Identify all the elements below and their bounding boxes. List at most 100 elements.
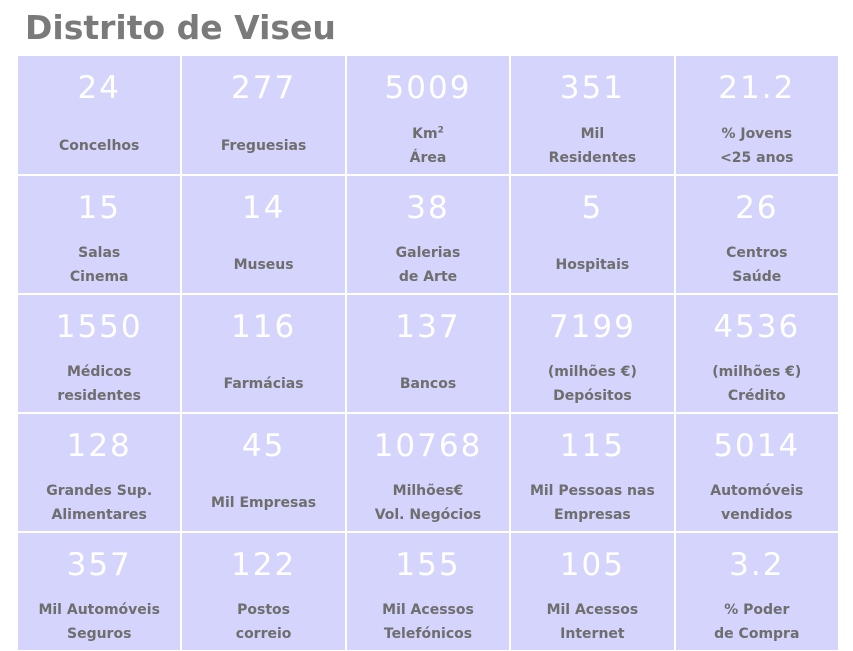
stat-cell: 15 Salas Cinema: [18, 176, 181, 293]
stat-label-line1: Grandes Sup.: [46, 483, 153, 499]
stat-value: 116: [231, 309, 297, 345]
stat-label: Hospitais: [513, 237, 671, 293]
stat-value: 38: [406, 190, 450, 226]
stats-grid: 24 Concelhos 277 Freguesias 5009 Km2 Área 351 Mi…: [18, 56, 838, 650]
stat-cell: 155 Mil Acessos Telefónicos: [346, 533, 510, 650]
stat-cell: 351 Mil Residentes: [511, 56, 674, 174]
stat-value: 26: [735, 190, 779, 226]
stat-value: 5009: [384, 70, 472, 106]
stat-label: Farmácias: [184, 356, 342, 412]
stat-label: Milhões€ Vol. Negócios: [349, 475, 507, 531]
stat-label: Automóveis vendidos: [678, 475, 836, 531]
stat-label-line2: de Compra: [714, 626, 800, 642]
stat-value: 24: [77, 70, 121, 106]
stat-label: Centros Saúde: [678, 237, 836, 293]
stat-cell: 5 Hospitais: [511, 176, 674, 293]
stat-cell: 10768 Milhões€ Vol. Negócios: [346, 414, 510, 531]
stat-label-line2: vendidos: [721, 507, 793, 523]
stat-cell: 45 Mil Empresas: [182, 414, 345, 531]
stat-label: Galerias de Arte: [349, 237, 507, 293]
stat-label-line2: Internet: [560, 626, 625, 642]
stat-label-line1: Médicos: [66, 364, 132, 380]
stat-label-line1: Hospitais: [555, 257, 630, 273]
stat-value: 357: [66, 547, 132, 583]
stat-label-line1: Milhões€: [392, 483, 464, 499]
stat-label-line1: Galerias: [395, 245, 461, 261]
stat-label-line2: Vol. Negócios: [374, 507, 482, 523]
stat-label-line1: Concelhos: [59, 138, 140, 154]
stat-label: Mil Empresas: [184, 475, 342, 531]
stat-label-line2: Depósitos: [553, 388, 632, 404]
stat-label-line2: Empresas: [554, 507, 631, 523]
page-title: Distrito de Viseu: [25, 8, 336, 47]
stat-cell: 5014 Automóveis vendidos: [675, 414, 838, 531]
stat-value: 351: [559, 70, 625, 106]
stat-cell: 105 Mil Acessos Internet: [511, 533, 674, 650]
stat-cell: 38 Galerias de Arte: [346, 176, 510, 293]
stat-value: 1550: [55, 309, 143, 345]
stat-cell: 3.2 % Poder de Compra: [675, 533, 838, 650]
stat-label-line2: de Arte: [398, 269, 458, 285]
stat-label: Km2 Área: [349, 118, 507, 174]
stat-label: Mil Acessos Internet: [513, 594, 671, 650]
stat-label-line2: Telefónicos: [383, 626, 473, 642]
stat-cell: 115 Mil Pessoas nas Empresas: [511, 414, 674, 531]
stat-label-line1: Postos: [237, 602, 291, 618]
stat-cell: 116 Farmácias: [182, 295, 345, 412]
stat-label: Museus: [184, 237, 342, 293]
stat-value: 21.2: [718, 70, 796, 106]
stat-label: Bancos: [349, 356, 507, 412]
stat-label: % Jovens <25 anos: [678, 118, 836, 174]
stat-label-line2: Alimentares: [51, 507, 147, 523]
stat-value: 122: [231, 547, 297, 583]
stat-label-line1: Mil Pessoas nas: [529, 483, 655, 499]
stat-cell: 24 Concelhos: [18, 56, 181, 174]
stat-label-line2: Saúde: [732, 269, 782, 285]
stat-value: 5014: [713, 428, 801, 464]
stat-label: Concelhos: [20, 118, 178, 174]
stat-cell: 137 Bancos: [346, 295, 510, 412]
stat-label-line1: (milhões €): [712, 364, 802, 380]
stat-value: 7199: [548, 309, 636, 345]
stat-cell: 7199 (milhões €) Depósitos: [511, 295, 674, 412]
stat-label: Médicos residentes: [20, 356, 178, 412]
stat-value: 155: [395, 547, 461, 583]
stat-cell: 4536 (milhões €) Crédito: [675, 295, 838, 412]
stat-value: 14: [241, 190, 286, 226]
stat-label-line1: Mil Empresas: [211, 495, 317, 511]
stat-label: Mil Residentes: [513, 118, 671, 174]
stat-value: 105: [559, 547, 625, 583]
stat-label-line2: Residentes: [548, 150, 637, 166]
stat-value: 115: [559, 428, 625, 464]
stat-cell: 26 Centros Saúde: [675, 176, 838, 293]
stat-value: 137: [395, 309, 461, 345]
stat-label-line1: Freguesias: [220, 138, 307, 154]
stat-label-line2: Cinema: [69, 269, 129, 285]
stat-label-line2: <25 anos: [720, 150, 794, 166]
stat-label-line1: Mil Automóveis: [38, 602, 160, 618]
stat-label: Grandes Sup. Alimentares: [20, 475, 178, 531]
stat-cell: 128 Grandes Sup. Alimentares: [18, 414, 181, 531]
stat-label-line1: % Jovens: [721, 126, 793, 142]
stat-label: (milhões €) Crédito: [678, 356, 836, 412]
stat-value: 10768: [373, 428, 483, 464]
stat-value: 277: [231, 70, 297, 106]
stat-label: Salas Cinema: [20, 237, 178, 293]
stat-label-line1: Automóveis: [710, 483, 804, 499]
stat-cell: 122 Postos correio: [182, 533, 345, 650]
stat-label-line1: Centros: [726, 245, 788, 261]
stat-cell: 14 Museus: [182, 176, 345, 293]
stat-value: 15: [77, 190, 121, 226]
stat-label: Mil Automóveis Seguros: [20, 594, 178, 650]
stat-label-line1: Bancos: [399, 376, 457, 392]
stat-label: Mil Acessos Telefónicos: [349, 594, 507, 650]
stat-cell: 277 Freguesias: [182, 56, 345, 174]
stat-value: 4536: [713, 309, 801, 345]
stat-label-line1: % Poder: [724, 602, 790, 618]
stat-label-line2: Área: [409, 150, 447, 166]
stat-label-line1: Km2: [412, 125, 444, 142]
stat-label-line1: Farmácias: [223, 376, 304, 392]
stat-label-line1: Museus: [233, 257, 294, 273]
stat-value: 128: [66, 428, 132, 464]
stat-label-line1: Mil Acessos: [382, 602, 474, 618]
